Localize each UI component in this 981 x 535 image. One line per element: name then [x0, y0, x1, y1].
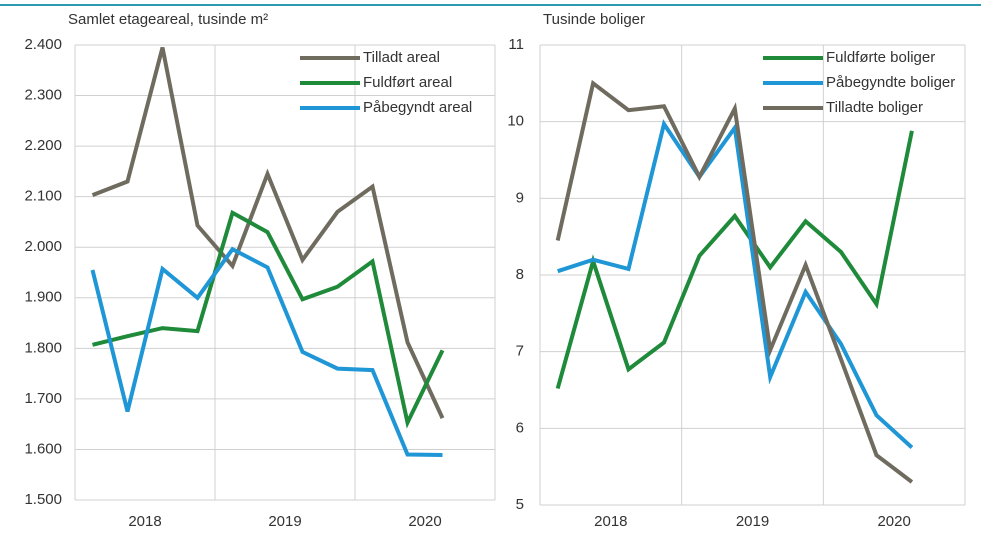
y-tick-label: 1.500 — [24, 491, 62, 508]
legend-label: Påbegyndte boliger — [826, 74, 955, 91]
y-tick-label: 2.200 — [24, 137, 62, 154]
y-tick-label: 11 — [508, 36, 524, 53]
legend-label: Fuldførte boliger — [826, 49, 935, 66]
legend-label: Fuldført areal — [363, 74, 452, 91]
y-tick-label: 8 — [516, 266, 524, 283]
x-tick-label: 2019 — [268, 513, 301, 530]
legend-label: Tilladt areal — [363, 49, 440, 66]
x-tick-label: 2020 — [877, 513, 910, 530]
x-tick-label: 2019 — [736, 513, 769, 530]
axis-title: Samlet etageareal, tusinde m² — [68, 11, 268, 28]
y-tick-label: 2.400 — [24, 36, 62, 53]
y-tick-label: 1.700 — [24, 390, 62, 407]
series-line — [92, 209, 445, 429]
y-tick-label: 1.900 — [24, 289, 62, 306]
y-tick-label: 5 — [516, 496, 524, 513]
series-line — [91, 46, 445, 419]
legend-label: Påbegyndt areal — [363, 99, 472, 116]
x-tick-label: 2018 — [128, 513, 161, 530]
axis-title: Tusinde boliger — [543, 11, 645, 28]
series-line — [90, 246, 443, 457]
y-tick-label: 10 — [507, 113, 524, 130]
x-tick-label: 2018 — [594, 513, 627, 530]
y-tick-label: 2.300 — [24, 87, 62, 104]
y-tick-label: 9 — [516, 189, 524, 206]
series-line — [555, 79, 914, 484]
y-tick-label: 7 — [516, 343, 524, 360]
y-tick-label: 2.100 — [24, 188, 62, 205]
series-line — [557, 119, 914, 449]
x-tick-label: 2020 — [408, 513, 441, 530]
y-tick-label: 1.600 — [24, 440, 62, 457]
series-line — [555, 130, 914, 390]
legend-label: Tilladte boliger — [826, 99, 923, 116]
y-tick-label: 2.000 — [24, 238, 62, 255]
y-tick-label: 6 — [516, 419, 524, 436]
y-tick-label: 1.800 — [24, 339, 62, 356]
